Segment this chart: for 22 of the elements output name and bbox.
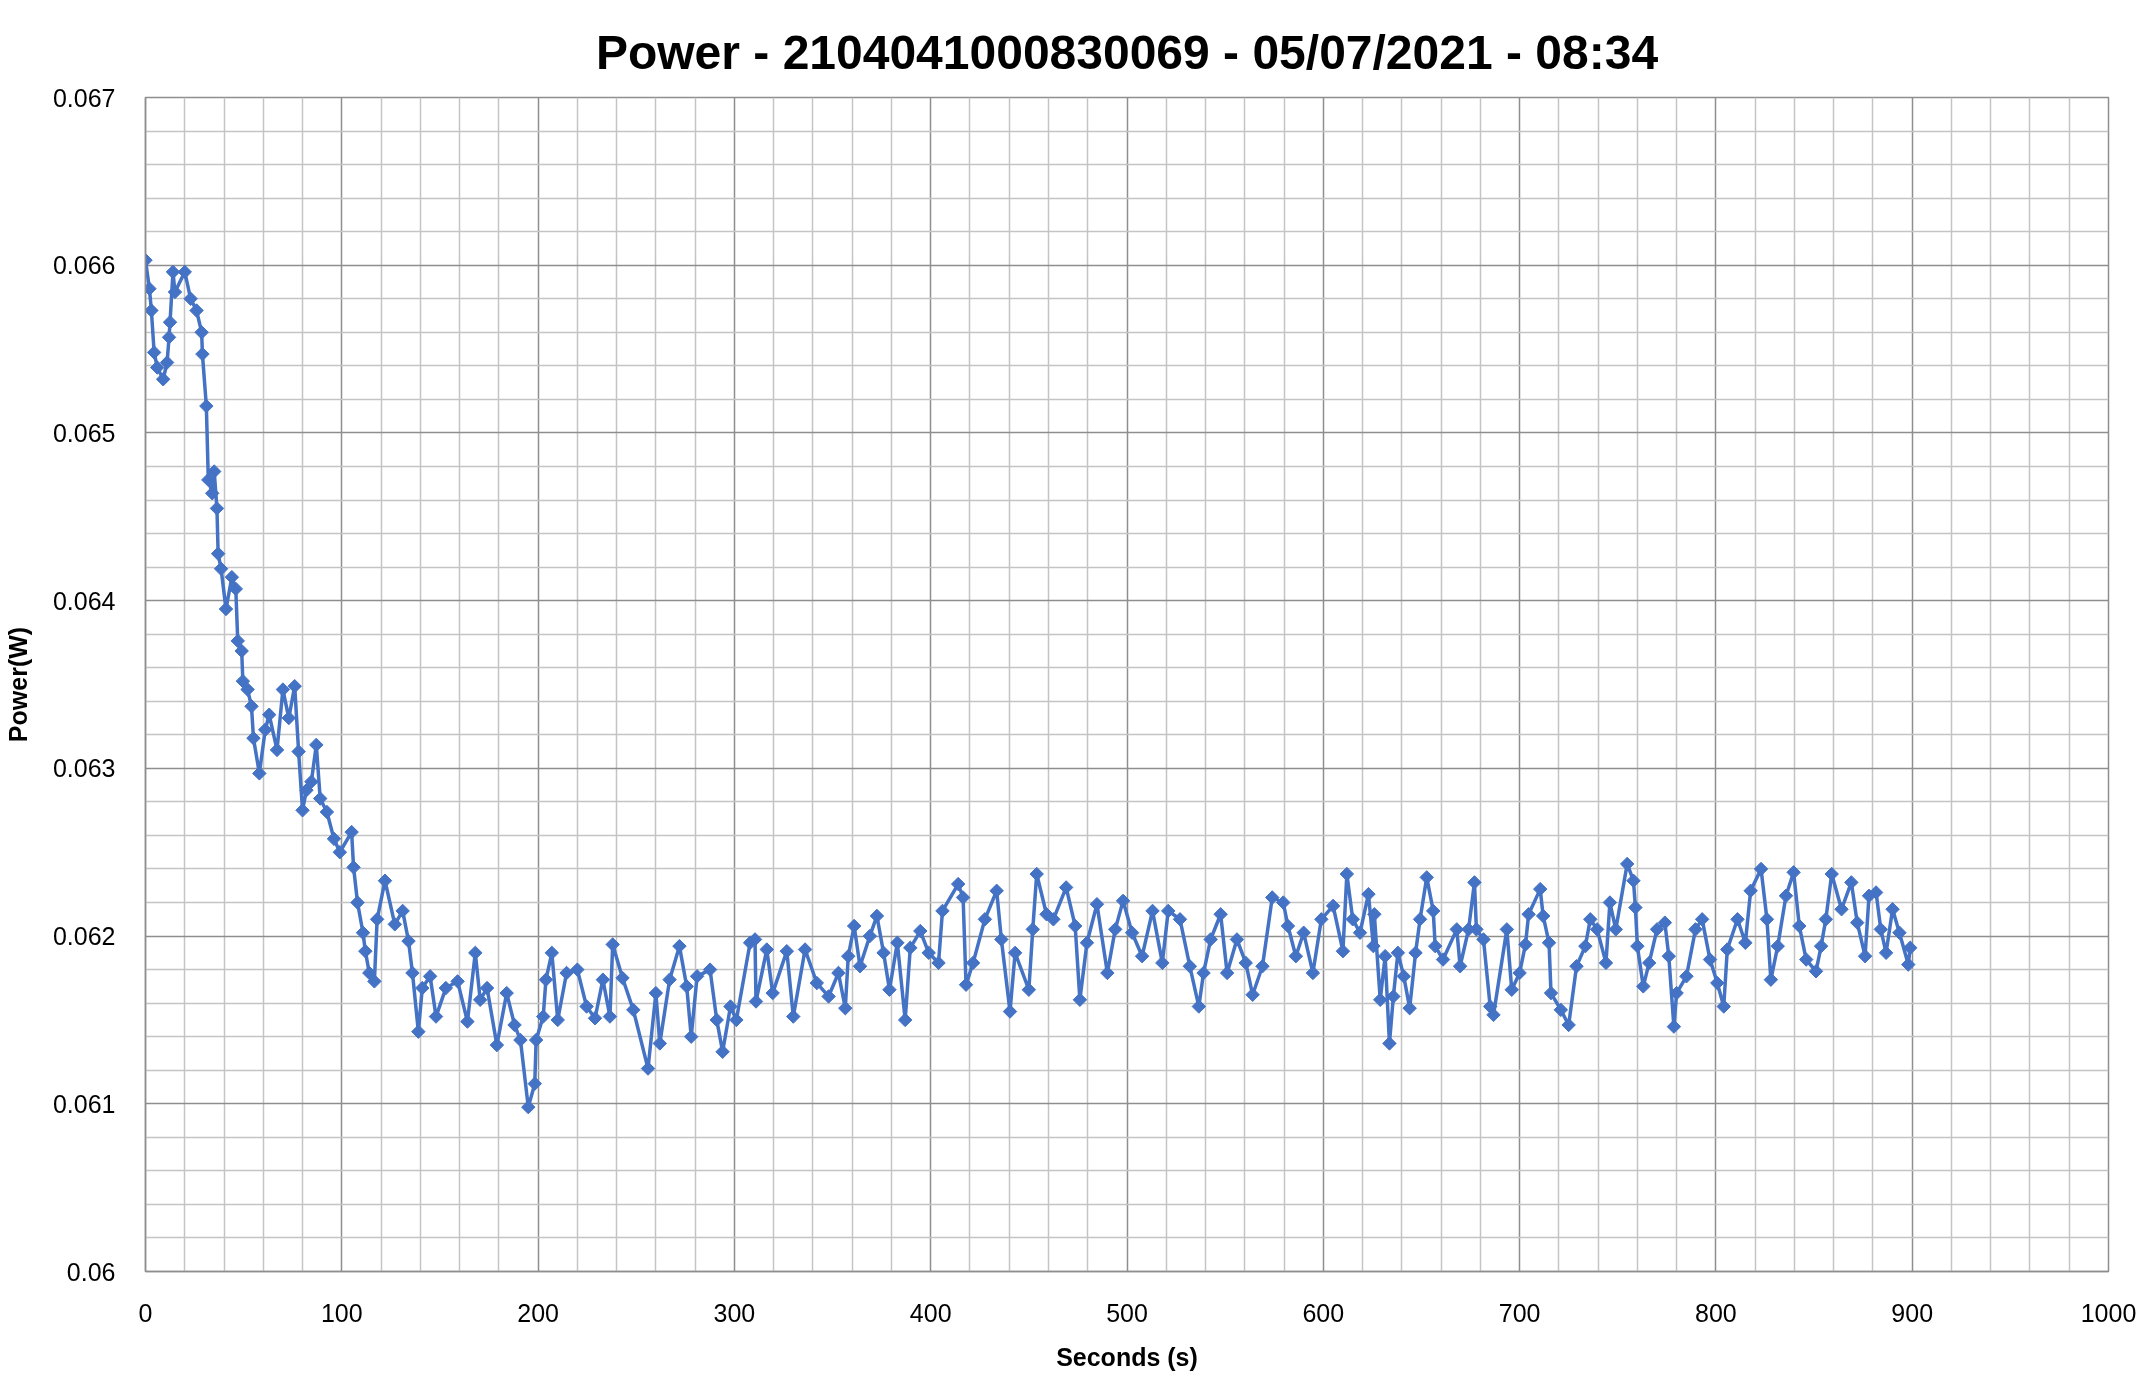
y-tick-label: 0.063 [52, 754, 116, 783]
y-tick-label: 0.064 [52, 586, 116, 615]
y-tick-label: 0.06 [66, 1257, 116, 1286]
x-tick-label: 100 [320, 1298, 363, 1327]
y-tick-label: 0.066 [52, 251, 116, 280]
y-tick-label: 0.062 [52, 922, 116, 951]
x-tick-label: 800 [1695, 1298, 1737, 1327]
y-tick-label: 0.065 [52, 418, 116, 447]
x-tick-label: 500 [1106, 1298, 1148, 1327]
x-tick-label: 700 [1498, 1298, 1541, 1327]
chart-title: Power - 2104041000830069 - 05/07/2021 - 08:34 [595, 25, 1659, 79]
y-tick-label: 0.067 [52, 83, 116, 112]
x-tick-label: 400 [909, 1298, 952, 1327]
y-tick-label: 0.061 [52, 1089, 116, 1118]
x-axis-title: Seconds (s) [1056, 1342, 1198, 1371]
y-axis-title: Power(W) [3, 626, 32, 743]
x-tick-label: 900 [1891, 1298, 1934, 1327]
x-tick-label: 1000 [2080, 1298, 2137, 1327]
x-tick-label: 600 [1302, 1298, 1345, 1327]
x-tick-label: 300 [713, 1298, 756, 1327]
x-tick-label: 0 [138, 1298, 153, 1327]
x-tick-label: 200 [517, 1298, 559, 1327]
